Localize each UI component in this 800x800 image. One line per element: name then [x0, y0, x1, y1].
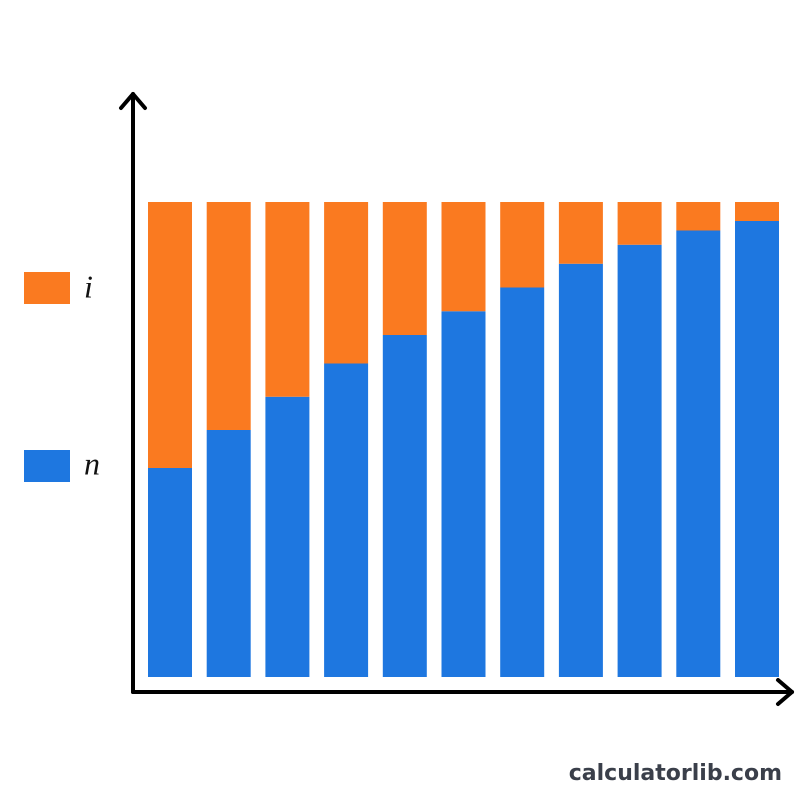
- bar-segment: [735, 202, 779, 221]
- bar-segment: [676, 230, 721, 677]
- bar-segment: [206, 430, 251, 677]
- bar-segment: [617, 202, 662, 245]
- bar-segment: [441, 202, 486, 312]
- bar-segment: [558, 263, 603, 677]
- bar-segment: [265, 202, 310, 397]
- bar-segment: [265, 396, 310, 677]
- bar-segment: [500, 202, 545, 288]
- legend-label: i: [84, 268, 93, 304]
- bar-segment: [206, 202, 251, 430]
- bar-segment: [558, 202, 603, 264]
- axes: [119, 92, 794, 706]
- bar-segment: [324, 202, 369, 364]
- bar-segment: [148, 468, 192, 677]
- bar-segment: [617, 244, 662, 677]
- bar-segment: [500, 287, 545, 677]
- legend-swatch: [24, 450, 70, 482]
- bar-segment: [676, 202, 721, 231]
- y-axis-arrow: [119, 92, 147, 110]
- bar-segment: [324, 363, 369, 677]
- bar-segment: [441, 311, 486, 677]
- bar-segment: [735, 221, 779, 677]
- bar-segment: [382, 335, 427, 677]
- legend-label: n: [84, 445, 100, 481]
- bar-segment: [382, 202, 427, 335]
- watermark: calculatorlib.com: [569, 761, 782, 786]
- legend-swatch: [24, 272, 70, 304]
- bar-segment: [148, 202, 192, 468]
- x-axis-arrow: [776, 678, 794, 706]
